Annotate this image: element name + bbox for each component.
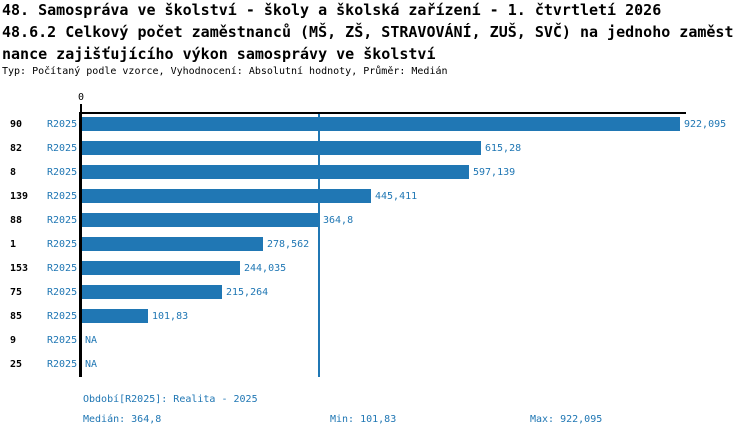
plot-area: 0 90 R2025 922,095 82 R2025 615,28 8 R2025 597,1…	[0, 88, 750, 388]
series-label: R2025	[47, 167, 78, 178]
bar	[82, 117, 680, 131]
bar-value-label: 101,83	[152, 311, 189, 322]
chart-title-line-2: 48.6.2 Celkový počet zaměstnanců (MŠ, ZŠ…	[2, 23, 734, 41]
bar	[82, 285, 222, 299]
bar-value-label: 615,28	[485, 143, 522, 154]
row-id-label: 153	[10, 263, 29, 274]
x-axis-line	[79, 112, 686, 114]
series-label: R2025	[47, 359, 78, 370]
series-label: R2025	[47, 119, 78, 130]
row-id-label: 9	[10, 335, 17, 346]
series-label: R2025	[47, 287, 78, 298]
bar-value-label: 922,095	[684, 119, 727, 130]
bar-value-label: 278,562	[267, 239, 310, 250]
bar	[82, 261, 240, 275]
row-id-label: 82	[10, 143, 23, 154]
bar-value-label: 364,8	[323, 215, 354, 226]
median-gridline	[317, 114, 320, 377]
bar	[82, 189, 371, 203]
bar-value-label: NA	[85, 359, 98, 370]
series-label: R2025	[47, 335, 78, 346]
series-label: R2025	[47, 311, 78, 322]
row-id-label: 8	[10, 167, 17, 178]
bar-value-label: NA	[85, 335, 98, 346]
chart-title-line-1: 48. Samospráva ve školství - školy a ško…	[2, 1, 662, 19]
row-id-label: 139	[10, 191, 29, 202]
bar-value-label: 244,035	[244, 263, 287, 274]
bar-value-label: 597,139	[473, 167, 516, 178]
bar	[82, 309, 148, 323]
chart-title-line-3: nance zajišťujícího výkon samosprávy ve …	[2, 45, 436, 63]
row-id-label: 1	[10, 239, 17, 250]
x-axis-tick-mark	[80, 104, 82, 116]
series-label: R2025	[47, 215, 78, 226]
row-id-label: 25	[10, 359, 23, 370]
x-axis-tick-label-zero: 0	[77, 92, 85, 103]
bar	[82, 213, 319, 227]
footer-median-stat: Medián: 364,8	[83, 414, 162, 425]
chart-meta-info: Typ: Počítaný podle vzorce, Vyhodnocení:…	[2, 66, 448, 77]
row-id-label: 88	[10, 215, 23, 226]
bar	[82, 141, 481, 155]
series-label: R2025	[47, 263, 78, 274]
bar-value-label: 445,411	[375, 191, 418, 202]
footer-min-stat: Min: 101,83	[330, 414, 397, 425]
series-label: R2025	[47, 239, 78, 250]
row-id-label: 90	[10, 119, 23, 130]
footer-period-label: Období[R2025]: Realita - 2025	[83, 394, 258, 405]
footer-max-stat: Max: 922,095	[530, 414, 603, 425]
y-axis-line	[79, 112, 82, 377]
row-id-label: 75	[10, 287, 23, 298]
series-label: R2025	[47, 143, 78, 154]
bar	[82, 165, 469, 179]
bar	[82, 237, 263, 251]
series-label: R2025	[47, 191, 78, 202]
row-id-label: 85	[10, 311, 23, 322]
bar-value-label: 215,264	[226, 287, 269, 298]
